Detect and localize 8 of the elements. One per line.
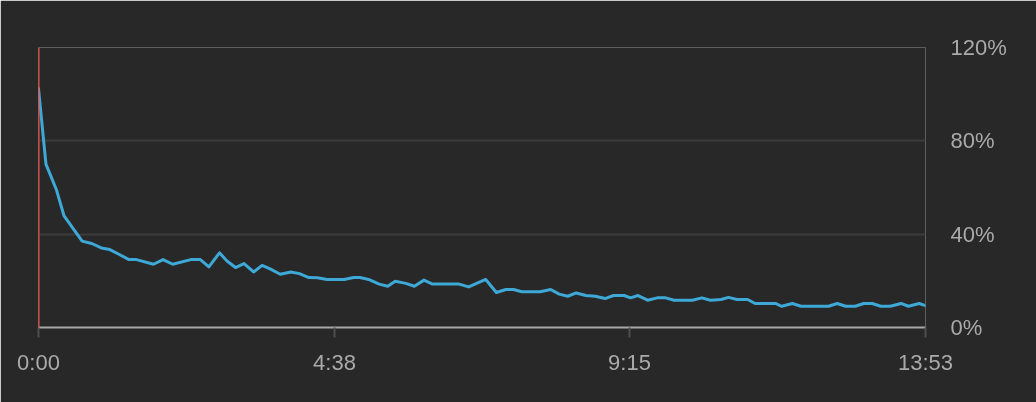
y-tick-label: 120% — [950, 35, 1007, 60]
x-tick-label: 9:15 — [608, 349, 651, 375]
y-tick-label: 0% — [950, 315, 983, 340]
x-tick-label: 13:53 — [897, 349, 954, 375]
x-tick-label: 4:38 — [313, 349, 356, 375]
y-tick-label: 80% — [950, 128, 995, 154]
y-tick-label: 40% — [950, 221, 995, 247]
x-tick-label: 0:00 — [17, 349, 60, 375]
